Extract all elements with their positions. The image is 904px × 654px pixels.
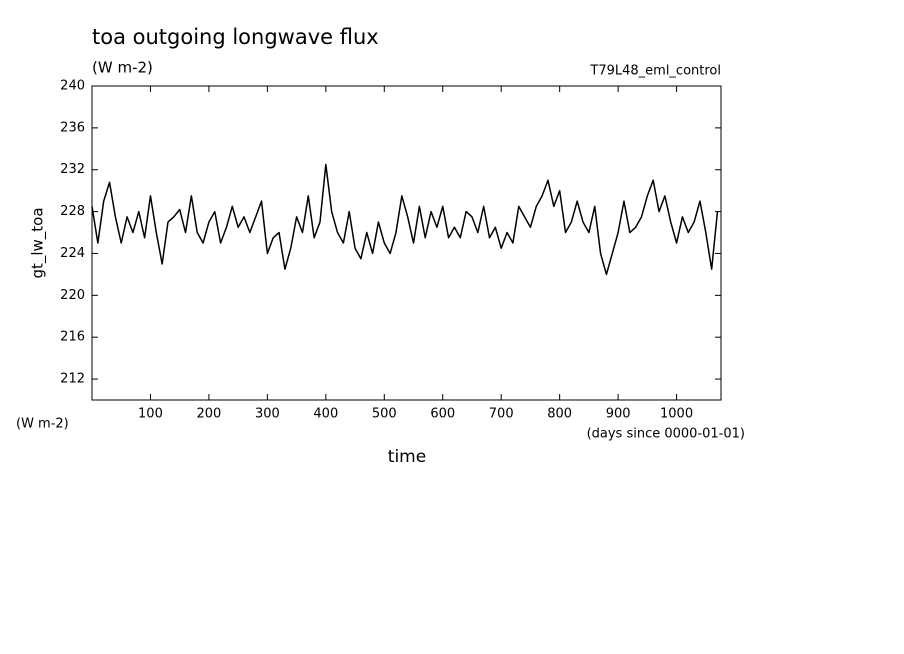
y-tick-label: 220 [60, 288, 85, 303]
x-units: (days since 0000-01-01) [587, 427, 745, 442]
x-tick-label: 400 [313, 407, 338, 422]
y-tick-label: 228 [60, 204, 85, 219]
x-tick-label: 1000 [660, 407, 693, 422]
x-tick-label: 100 [138, 407, 163, 422]
x-tick-label: 900 [606, 407, 631, 422]
plot-frame [91, 85, 722, 401]
y-tick-label: 216 [60, 330, 85, 345]
y-axis-label: gt_lw_toa [29, 207, 48, 278]
y-tick-label: 212 [60, 372, 85, 387]
x-tick-label: 700 [489, 407, 514, 422]
x-tick-label: 800 [547, 407, 572, 422]
y-units: (W m-2) [16, 417, 69, 432]
run-label: T79L48_eml_control [589, 64, 721, 79]
y-tick-label: 232 [60, 162, 85, 177]
data-line [91, 163, 719, 276]
y-tick-label: 240 [60, 79, 85, 94]
chart-title: toa outgoing longwave flux [92, 25, 379, 49]
y-tick-label: 236 [60, 120, 85, 135]
y-tick-label: 224 [60, 246, 85, 261]
x-tick-label: 200 [197, 407, 222, 422]
x-tick-label: 300 [255, 407, 280, 422]
chart-subtitle: (W m-2) [92, 59, 153, 77]
x-axis-label: time [388, 447, 426, 467]
x-tick-label: 500 [372, 407, 397, 422]
x-tick-label: 600 [430, 407, 455, 422]
